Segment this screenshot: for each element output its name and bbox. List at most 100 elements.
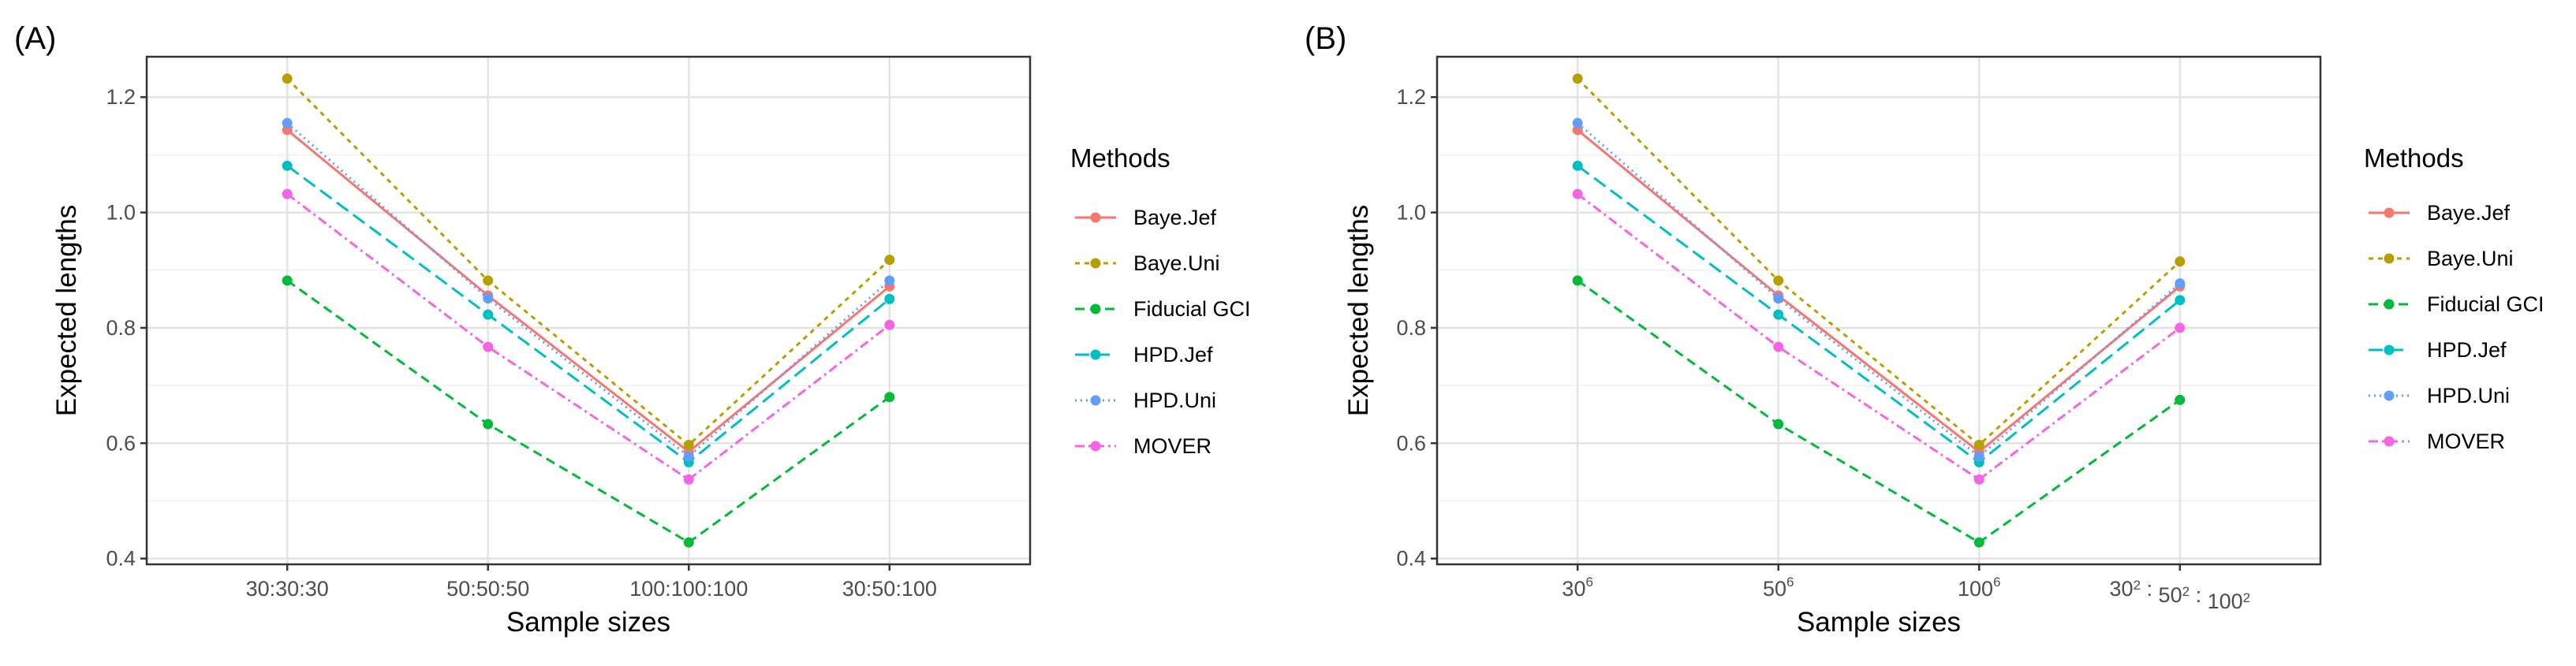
data-point-mover xyxy=(1973,474,1984,485)
data-point-fiducial-gci xyxy=(884,392,895,403)
data-point-mover xyxy=(884,319,895,330)
data-point-hpd-uni xyxy=(1973,451,1984,462)
legend-label: HPD.Jef xyxy=(2427,338,2507,362)
data-point-fiducial-gci xyxy=(683,537,694,548)
series-line-mover xyxy=(286,192,890,482)
series-baye-jef xyxy=(282,125,895,457)
legend-title: Methods xyxy=(1070,143,1170,173)
legend-label: Baye.Jef xyxy=(1133,206,1217,229)
data-point-fiducial-gci xyxy=(282,275,293,286)
legend-key-point xyxy=(1090,212,1101,223)
y-tick-label: 1.0 xyxy=(1396,201,1426,225)
data-point-baye-uni xyxy=(884,255,895,266)
legend-key-point xyxy=(1090,303,1101,314)
series-line-baye-uni xyxy=(286,77,890,447)
panel-a: (A) 0.4 0.6 0.8 1.0 1.2 30:30:30 50:50:50 100:10… xyxy=(14,21,1251,638)
legend-key-point xyxy=(1090,441,1101,452)
series-baye-uni xyxy=(1572,73,2186,451)
legend-item-baye-jef: Baye.Jef xyxy=(2369,201,2511,225)
data-point-hpd-jef xyxy=(1572,160,1583,171)
panel-border xyxy=(1435,55,2322,566)
x-tick-label: 50:50:50 xyxy=(446,577,529,601)
y-tick-label: 0.4 xyxy=(1396,547,1426,571)
data-point-fiducial-gci xyxy=(1572,275,1583,286)
y-tick-label: 0.8 xyxy=(1396,316,1426,340)
legend-label: HPD.Jef xyxy=(1133,343,1213,366)
series-line-baye-uni xyxy=(1577,77,2181,447)
series-baye-jef xyxy=(1572,125,2186,457)
legend-item-fiducial-gci: Fiducial GCI xyxy=(1075,297,1251,321)
series-fiducial-gci xyxy=(282,275,895,548)
legend-key-point xyxy=(2384,299,2395,310)
series-line-hpd-uni xyxy=(1577,122,2181,459)
data-point-hpd-jef xyxy=(1773,309,1784,320)
x-tick-label: 1006 xyxy=(1958,575,2001,601)
legend-item-hpd-jef: HPD.Jef xyxy=(2369,338,2507,362)
data-point-baye-uni xyxy=(483,275,494,286)
x-tick-label: 30:30:30 xyxy=(246,577,329,601)
legend: Methods Baye.Jef Baye.Uni Fiducial GCI HPD.J… xyxy=(1070,143,1251,458)
legend-label: Fiducial GCI xyxy=(1133,297,1251,321)
x-tick-label: 506 xyxy=(1763,575,1794,601)
legend-key-point xyxy=(2384,436,2395,447)
y-tick-label: 0.4 xyxy=(106,547,136,571)
legend-item-fiducial-gci: Fiducial GCI xyxy=(2369,292,2544,316)
data-point-fiducial-gci xyxy=(2175,394,2186,405)
series-line-hpd-uni xyxy=(286,122,890,459)
series-hpd-jef xyxy=(282,160,895,467)
data-point-baye-uni xyxy=(282,73,293,84)
series-fiducial-gci xyxy=(1572,275,2186,548)
legend-item-mover: MOVER xyxy=(2369,430,2505,453)
series-hpd-uni xyxy=(282,117,895,462)
data-point-mover xyxy=(1572,188,1583,199)
x-axis-title: Sample sizes xyxy=(506,607,670,638)
x-tick-label: 100:100:100 xyxy=(629,577,748,601)
legend-item-hpd-uni: HPD.Uni xyxy=(2369,384,2510,407)
x-tick-label: 30:50:100 xyxy=(842,577,937,601)
legend-label: HPD.Uni xyxy=(1133,389,1216,412)
legend-label: Baye.Uni xyxy=(1133,251,1220,275)
data-point-mover xyxy=(1773,341,1784,352)
data-point-fiducial-gci xyxy=(483,419,494,430)
gridlines xyxy=(1437,57,2320,564)
data-point-fiducial-gci xyxy=(1973,537,1984,548)
series-line-mover xyxy=(1577,192,2181,482)
data-point-mover xyxy=(483,341,494,352)
series-hpd-jef xyxy=(1572,160,2186,467)
legend-item-mover: MOVER xyxy=(1075,434,1211,458)
legend-key-point xyxy=(2384,344,2395,355)
legend-key-point xyxy=(2384,390,2395,401)
panel-b: (B) 0.4 0.6 0.8 1.0 1.2 306 506 1006 302 : 502 : … xyxy=(1305,21,2544,638)
data-point-baye-uni xyxy=(1973,440,1984,451)
data-point-fiducial-gci xyxy=(1773,419,1784,430)
legend: Methods Baye.Jef Baye.Uni Fiducial GCI HPD.J… xyxy=(2364,143,2544,453)
y-axis-title: Expected lengths xyxy=(1343,205,1374,417)
series-baye-uni xyxy=(282,73,895,451)
legend-label: HPD.Uni xyxy=(2427,384,2510,407)
legend-item-baye-uni: Baye.Uni xyxy=(2369,247,2514,270)
data-point-hpd-jef xyxy=(2175,295,2186,306)
series-mover xyxy=(282,188,895,485)
legend-item-hpd-uni: HPD.Uni xyxy=(1075,389,1216,412)
legend-key-point xyxy=(1090,349,1101,360)
series-line-baye-jef xyxy=(286,128,890,454)
legend-item-hpd-jef: HPD.Jef xyxy=(1075,343,1213,366)
data-point-hpd-uni xyxy=(884,275,895,286)
series-hpd-uni xyxy=(1572,117,2186,462)
y-tick-label: 1.0 xyxy=(106,201,136,225)
legend-label: Baye.Uni xyxy=(2427,247,2514,270)
legend-item-baye-jef: Baye.Jef xyxy=(1075,206,1217,229)
data-point-baye-uni xyxy=(1572,73,1583,84)
legend-key-point xyxy=(1090,258,1101,269)
series-line-baye-jef xyxy=(1577,128,2181,454)
data-point-baye-uni xyxy=(683,440,694,451)
y-tick-label: 1.2 xyxy=(1396,85,1426,109)
data-point-hpd-uni xyxy=(683,451,694,462)
y-axis-title: Expected lengths xyxy=(51,205,82,417)
data-point-hpd-uni xyxy=(2175,278,2186,289)
series-line-hpd-jef xyxy=(286,165,890,464)
legend-label: MOVER xyxy=(2427,430,2505,453)
legend-label: MOVER xyxy=(1133,434,1211,458)
